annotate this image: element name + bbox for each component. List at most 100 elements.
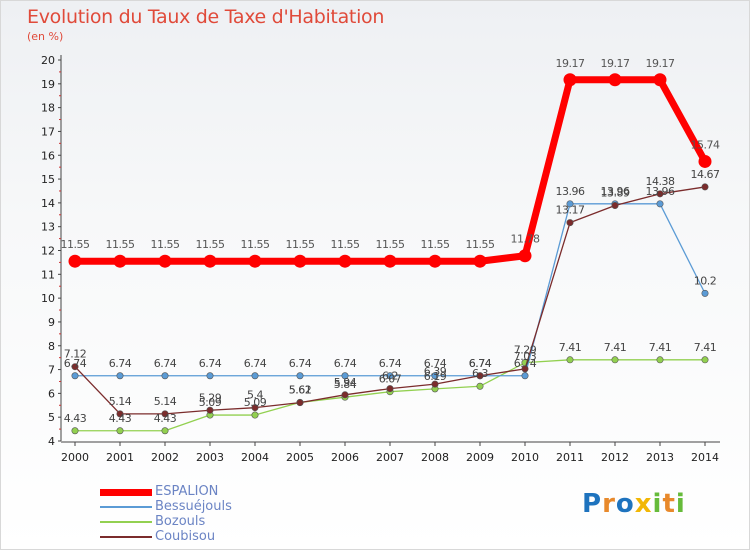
y-tick-label: 7 xyxy=(48,364,55,377)
data-point xyxy=(656,200,664,208)
data-point xyxy=(701,183,709,191)
data-label: 11.55 xyxy=(151,238,180,251)
chart-title: Evolution du Taux de Taxe d'Habitation xyxy=(27,6,385,28)
data-label: 6.19 xyxy=(424,370,447,383)
data-point xyxy=(206,406,214,414)
data-point xyxy=(563,73,577,87)
y-tick-label: 9 xyxy=(48,316,55,329)
logo-letter: i xyxy=(675,489,686,519)
data-point xyxy=(386,372,394,380)
data-label: 6.74 xyxy=(424,357,447,370)
data-point xyxy=(338,254,352,268)
data-point xyxy=(566,356,574,364)
data-label: 7.12 xyxy=(64,348,87,361)
legend-label: ESPALION xyxy=(155,484,219,499)
data-point xyxy=(71,363,79,371)
data-point xyxy=(203,254,217,268)
series-Coubisou xyxy=(71,183,709,418)
data-label: 13.89 xyxy=(601,186,630,199)
y-tick-label: 10 xyxy=(41,292,55,305)
data-label: 7.03 xyxy=(514,350,537,363)
data-label: 14.38 xyxy=(646,175,675,188)
data-label: 11.55 xyxy=(61,238,90,251)
y-tick-label: 12 xyxy=(41,245,55,258)
data-point xyxy=(701,356,709,364)
data-label: 19.17 xyxy=(601,57,630,70)
data-point xyxy=(476,372,484,380)
data-label: 19.17 xyxy=(556,57,585,70)
x-tick-label: 2013 xyxy=(646,451,674,464)
data-point xyxy=(161,410,169,418)
data-label: 4.43 xyxy=(109,412,132,425)
data-label: 11.55 xyxy=(376,238,405,251)
data-point xyxy=(521,372,529,380)
data-label: 6.74 xyxy=(289,357,312,370)
logo-letter: P xyxy=(582,489,603,519)
x-tick-label: 2003 xyxy=(196,451,224,464)
y-unit-label: (en %) xyxy=(27,30,64,43)
data-point xyxy=(386,385,394,393)
data-point xyxy=(611,201,619,209)
data-label: 6.74 xyxy=(469,357,492,370)
data-label: 5.14 xyxy=(109,395,132,408)
data-label: 13.96 xyxy=(646,185,675,198)
data-label: 5.14 xyxy=(154,395,177,408)
data-point xyxy=(71,427,79,435)
data-point xyxy=(116,372,124,380)
x-tick-label: 2014 xyxy=(691,451,719,464)
data-point xyxy=(206,372,214,380)
y-tick-label: 15 xyxy=(41,173,55,186)
data-point xyxy=(161,372,169,380)
data-point xyxy=(113,254,127,268)
data-label: 7.41 xyxy=(649,341,672,354)
data-label: 5.61 xyxy=(289,384,312,397)
data-point xyxy=(383,254,397,268)
data-point xyxy=(431,380,439,388)
x-tick-label: 2000 xyxy=(61,451,89,464)
data-label: 6.3 xyxy=(472,367,488,380)
data-labels: 4.43 4.43 4.43 5.09 5.09 5.62 5.84 6.07 6.19 6.3 7… xyxy=(61,57,721,425)
data-label: 6.74 xyxy=(514,357,537,370)
data-label: 4.43 xyxy=(154,412,177,425)
y-tick-label: 16 xyxy=(41,149,55,162)
data-point xyxy=(521,365,529,373)
x-tick-label: 2011 xyxy=(556,451,584,464)
data-point xyxy=(251,404,259,412)
data-label: 5.94 xyxy=(334,376,357,389)
data-point xyxy=(71,372,79,380)
data-point xyxy=(653,73,667,87)
x-tick-label: 2005 xyxy=(286,451,314,464)
data-point xyxy=(158,254,172,268)
proxiti-logo: Proxiti xyxy=(582,489,686,519)
logo-letter: x xyxy=(634,489,653,519)
data-label: 6.74 xyxy=(154,357,177,370)
legend-swatch xyxy=(100,536,152,538)
data-label: 6.39 xyxy=(424,365,447,378)
data-label: 13.96 xyxy=(556,185,585,198)
y-tick-label: 6 xyxy=(48,387,55,400)
data-label: 4.43 xyxy=(64,412,87,425)
data-label: 6.74 xyxy=(244,357,267,370)
series-line xyxy=(75,76,709,265)
legend-label: Bessuéjouls xyxy=(155,499,232,514)
data-point xyxy=(428,254,442,268)
data-point xyxy=(431,372,439,380)
data-label: 13.17 xyxy=(556,204,585,217)
data-point xyxy=(116,427,124,435)
data-label: 6.74 xyxy=(109,357,132,370)
data-label: 7.41 xyxy=(559,341,582,354)
data-label: 15.74 xyxy=(691,138,720,151)
data-label: 6.74 xyxy=(379,357,402,370)
y-tick-label: 18 xyxy=(41,102,55,115)
data-point xyxy=(473,254,487,268)
y-tick-label: 14 xyxy=(41,197,55,210)
data-point xyxy=(341,391,349,399)
data-point xyxy=(656,356,664,364)
data-label: 6.74 xyxy=(334,357,357,370)
logo-letter: r xyxy=(602,489,616,519)
data-point xyxy=(608,73,622,87)
data-label: 13.96 xyxy=(601,185,630,198)
data-label: 5.84 xyxy=(334,378,357,391)
